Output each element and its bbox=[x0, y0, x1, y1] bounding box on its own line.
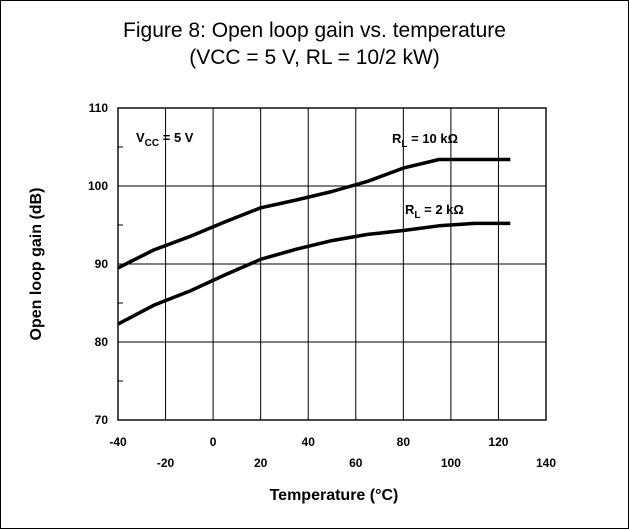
vcc-annotation: VCC = 5 V bbox=[136, 130, 194, 149]
y-axis-title: Open loop gain (dB) bbox=[28, 188, 45, 341]
x-tick-label: 140 bbox=[536, 456, 556, 470]
rl2-sub: L bbox=[414, 210, 420, 221]
rl10-rest: = 10 kΩ bbox=[408, 131, 459, 146]
x-tick-label: 0 bbox=[210, 435, 217, 449]
x-tick-label: -40 bbox=[109, 435, 127, 449]
y-tick-labels: 110 100 90 80 70 bbox=[88, 101, 108, 427]
x-tick-label: 40 bbox=[302, 435, 316, 449]
y-tick-label: 70 bbox=[95, 413, 109, 427]
figure-title: Figure 8: Open loop gain vs. temperature… bbox=[1, 17, 628, 71]
figure-title-line1: Figure 8: Open loop gain vs. temperature bbox=[123, 19, 506, 42]
vcc-sub: CC bbox=[145, 138, 159, 149]
y-tick-label: 110 bbox=[89, 101, 109, 115]
plot-area-border bbox=[117, 107, 547, 421]
x-tick-label: 60 bbox=[349, 456, 363, 470]
x-tick-label: 20 bbox=[254, 456, 268, 470]
rl10-main: R bbox=[392, 131, 402, 146]
rl10-annotation: RL = 10 kΩ bbox=[392, 131, 458, 150]
x-tick-labels: -40 0 40 80 120 -20 20 60 100 140 bbox=[109, 435, 556, 470]
y-tick-label: 100 bbox=[88, 179, 108, 193]
x-tick-label: 120 bbox=[488, 435, 508, 449]
y-tick-label: 80 bbox=[95, 335, 109, 349]
x-tick-label: 100 bbox=[441, 456, 461, 470]
series-group bbox=[117, 157, 511, 326]
figure-title-line2: (VCC = 5 V, RL = 10/2 kW) bbox=[189, 46, 440, 69]
x-axis-title: Temperature (°C) bbox=[270, 487, 399, 504]
rl2-rest: = 2 kΩ bbox=[421, 202, 464, 217]
vcc-main: V bbox=[136, 130, 145, 145]
series-line-2 bbox=[117, 221, 511, 326]
rl2-annotation: RL = 2 kΩ bbox=[405, 202, 464, 221]
rl10-sub: L bbox=[401, 139, 407, 150]
vcc-rest: = 5 V bbox=[159, 130, 194, 145]
series-line-1 bbox=[117, 157, 511, 270]
x-tick-label: 80 bbox=[397, 435, 411, 449]
rl2-main: R bbox=[405, 202, 415, 217]
grid bbox=[118, 108, 546, 420]
y-tick-label: 90 bbox=[95, 257, 109, 271]
x-tick-label: -20 bbox=[157, 456, 175, 470]
